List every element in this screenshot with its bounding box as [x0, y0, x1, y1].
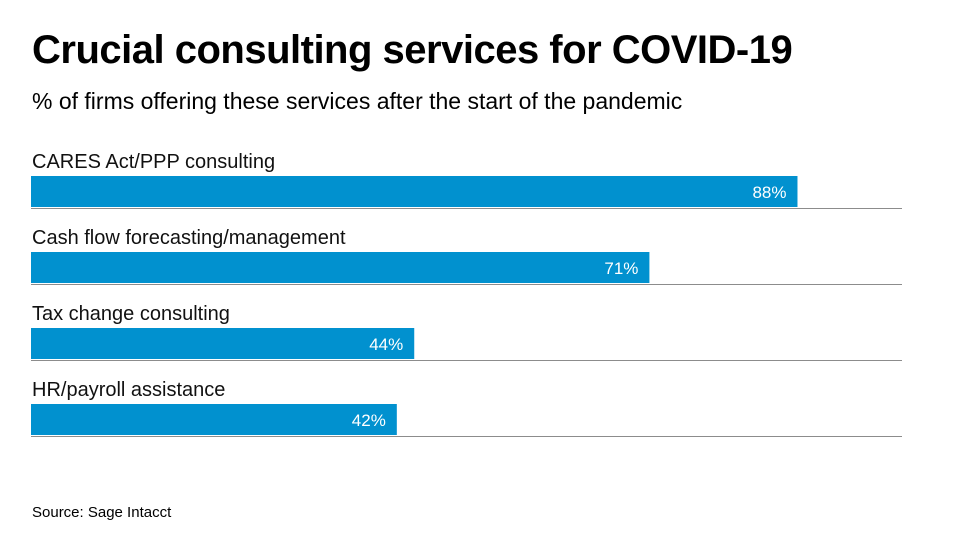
value-label: 42% [352, 411, 386, 430]
category-label: Cash flow forecasting/management [32, 227, 346, 249]
category-label: Tax change consulting [32, 303, 230, 325]
bar [31, 404, 397, 435]
chart-title: Crucial consulting services for COVID-19 [32, 28, 793, 72]
bar [31, 328, 415, 359]
category-label: HR/payroll assistance [32, 379, 225, 401]
value-label: 88% [752, 183, 786, 202]
value-label: 71% [604, 259, 638, 278]
bar [31, 252, 650, 283]
bar [31, 176, 798, 207]
category-label: CARES Act/PPP consulting [32, 151, 275, 173]
chart-subtitle: % of firms offering these services after… [32, 88, 683, 114]
value-label: 44% [369, 335, 403, 354]
source-note: Source: Sage Intacct [32, 504, 172, 521]
